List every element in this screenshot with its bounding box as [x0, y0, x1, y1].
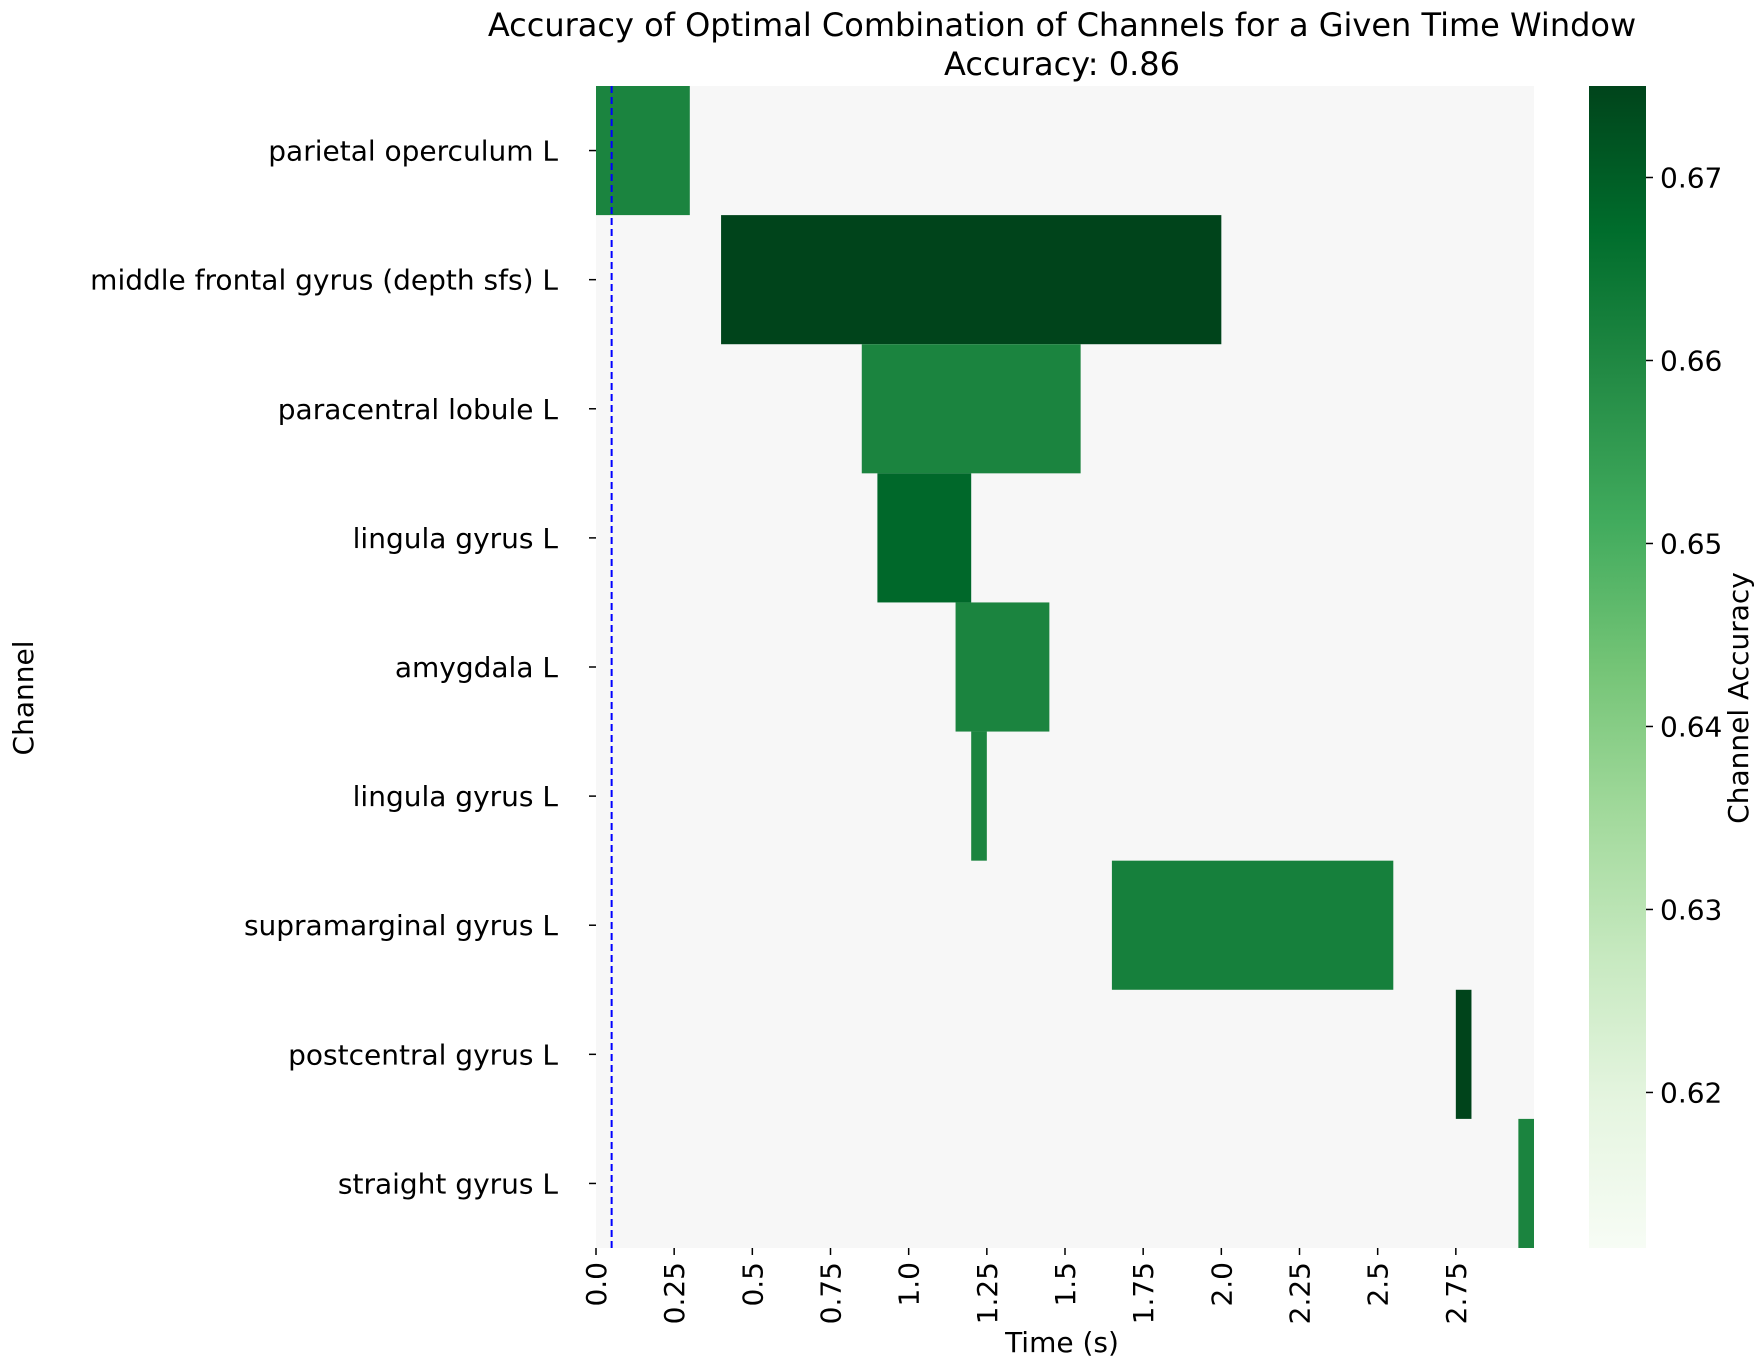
y-tick-label: straight gyrus L [338, 1167, 559, 1200]
colorbar-tick-label: 0.65 [1660, 527, 1722, 560]
y-tick-label: postcentral gyrus L [288, 1038, 558, 1071]
x-tick-label: 1.0 [893, 1262, 926, 1307]
colorbar-tick-label: 0.62 [1660, 1076, 1722, 1109]
colorbar-tick-label: 0.66 [1660, 344, 1722, 377]
x-tick-label: 0.0 [580, 1262, 613, 1307]
y-tick-label: middle frontal gyrus (depth sfs) L [90, 264, 558, 297]
y-tick-label: lingula gyrus L [353, 522, 559, 555]
y-axis: parietal operculum L middle frontal gyrus… [90, 135, 596, 1200]
chart-subtitle: Accuracy: 0.86 [944, 45, 1180, 83]
colorbar-gradient [1589, 86, 1646, 1248]
colorbar-label: Channel Accuracy [1722, 572, 1755, 824]
x-tick-label: 1.75 [1127, 1262, 1160, 1324]
x-axis: 0.0 0.25 0.5 0.75 1.0 1.25 1.5 1.75 2.0 2.25 2.5 2.… [580, 1248, 1473, 1324]
heatmap-cell [955, 602, 1050, 732]
x-tick-label: 2.0 [1205, 1262, 1238, 1307]
x-axis-label: Time (s) [1004, 1326, 1119, 1359]
heatmap-cell [971, 731, 987, 861]
x-tick-label: 0.75 [815, 1262, 848, 1324]
colorbar-tick-label: 0.64 [1660, 710, 1722, 743]
y-tick-label: parietal operculum L [268, 135, 558, 168]
heatmap-cell [877, 473, 972, 603]
x-tick-label: 2.25 [1284, 1262, 1317, 1324]
y-tick-label: amygdala L [395, 651, 559, 684]
heatmap-cell [1518, 1118, 1534, 1248]
x-tick-label: 1.5 [1049, 1262, 1082, 1307]
y-tick-label: lingula gyrus L [353, 780, 559, 813]
colorbar-tick-label: 0.63 [1660, 893, 1722, 926]
x-tick-label: 2.5 [1362, 1262, 1395, 1307]
heatmap-cell [1455, 989, 1472, 1119]
heatmap-cell [1111, 860, 1394, 990]
colorbar: 0.62 0.63 0.64 0.65 0.66 0.67 [1589, 86, 1722, 1248]
colorbar-tick-label: 0.67 [1660, 161, 1722, 194]
y-tick-label: supramarginal gyrus L [244, 909, 558, 942]
y-tick-label: paracentral lobule L [278, 393, 559, 426]
x-tick-label: 0.25 [658, 1262, 691, 1324]
heatmap-cell [721, 215, 1222, 345]
plot-area [596, 86, 1534, 1248]
x-tick-label: 1.25 [971, 1262, 1004, 1324]
heatmap-cell [596, 86, 690, 216]
x-tick-label: 2.75 [1440, 1262, 1473, 1324]
y-axis-label: Channel [7, 641, 40, 756]
heatmap-cell [861, 344, 1081, 474]
chart-title: Accuracy of Optimal Combination of Chann… [488, 6, 1636, 44]
x-tick-label: 0.5 [736, 1262, 769, 1307]
